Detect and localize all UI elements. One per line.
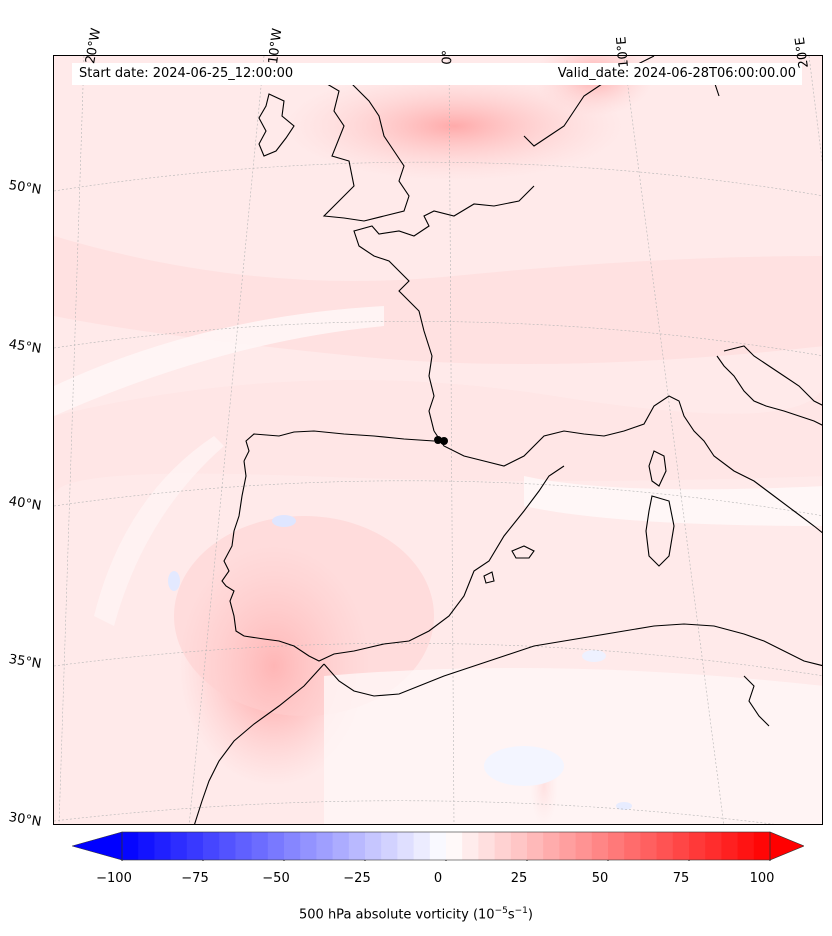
colorbar-tick-label: 0 — [433, 871, 443, 886]
iberia-north-coast — [243, 430, 435, 462]
colorbar-label: 500 hPa absolute vorticity (10−5s−1) — [299, 906, 533, 923]
ireland-coast — [258, 93, 295, 157]
colorbar-segment — [608, 832, 625, 860]
colorbar-segment — [640, 832, 658, 860]
lat-label-40n: 40°N — [7, 494, 43, 514]
info-banner: Start date: 2024-06-25_12:00:00 Valid_da… — [72, 63, 802, 85]
colorbar-segment — [332, 832, 350, 860]
colorbar-segment — [284, 832, 301, 860]
colorbar-segment — [559, 832, 577, 860]
colorbar-segment — [138, 832, 155, 860]
start-date-text: Start date: 2024-06-25_12:00:00 — [79, 66, 294, 81]
colorbar-segment — [154, 832, 172, 860]
colorbar-segment — [543, 832, 560, 860]
colorbar-tick-label: −75 — [181, 871, 209, 886]
colorbar-segment — [753, 832, 771, 860]
colorbar-segment — [170, 832, 188, 860]
iberia-south-coast — [243, 465, 565, 662]
colorbar-segment — [527, 832, 544, 860]
colorbar-segment — [251, 832, 269, 860]
colorbar-tick-label: 75 — [672, 871, 690, 886]
colorbar-segment — [462, 832, 479, 860]
lat-label-30n: 30°N — [7, 810, 43, 830]
colorbar-segment — [624, 832, 641, 860]
colorbar-tick-label: −50 — [262, 871, 290, 886]
colorbar-segment — [235, 832, 253, 860]
colorbar-tick-label: 50 — [591, 871, 609, 886]
balearic-coast — [511, 545, 535, 559]
france-coast — [353, 185, 535, 432]
station-marker — [434, 436, 448, 445]
colorbar-segment — [510, 832, 528, 860]
colorbar-segment — [446, 832, 463, 860]
colorbar-segment — [397, 832, 415, 860]
portugal-coast — [221, 460, 247, 637]
colorbar-segment — [413, 832, 431, 860]
vorticity-max-north — [284, 71, 624, 181]
colorbar-segment — [348, 832, 366, 860]
colorbar-segment — [186, 832, 204, 860]
great-britain-coast — [321, 75, 410, 222]
colorbar-segment — [494, 832, 512, 860]
colorbar-extend-low — [72, 831, 123, 861]
lon-label-10e: 10°E — [614, 35, 632, 69]
graticule — [54, 56, 822, 824]
colorbar-segment — [478, 832, 496, 860]
colorbar-segment — [316, 832, 334, 860]
colorbar-segment — [203, 832, 220, 860]
coastlines — [194, 56, 822, 824]
colorbar-segment — [365, 832, 382, 860]
colorbar-tick-label: 25 — [510, 871, 528, 886]
colorbar-segment — [575, 832, 593, 860]
colorbar-segment — [300, 832, 317, 860]
colorbar-segment — [721, 832, 739, 860]
colorbar-segment — [429, 832, 447, 860]
vorticity-field — [54, 56, 822, 824]
map-panel — [53, 55, 823, 825]
colorbar-segment — [705, 832, 722, 860]
valid-date-text: Valid_date: 2024-06-28T06:00:00.00 — [557, 66, 796, 81]
west-africa-coast — [194, 663, 325, 824]
lat-label-45n: 45°N — [7, 337, 43, 357]
italy-coast — [716, 355, 822, 426]
lon-label-20e: 20°E — [792, 36, 812, 70]
colorbar-tick-label: −100 — [96, 871, 132, 886]
lat-label-35n: 35°N — [7, 652, 43, 672]
colorbar-segment — [219, 832, 236, 860]
colorbar-tick-label: −25 — [343, 871, 371, 886]
colorbar-tick-label: 100 — [749, 871, 775, 886]
colorbar-segment — [689, 832, 706, 860]
colorbar-segment — [267, 832, 285, 860]
negative-vorticity-spot — [272, 515, 296, 527]
corsica-coast — [648, 450, 667, 487]
colorbar-segment — [737, 832, 755, 860]
colorbar-segments — [122, 832, 771, 860]
north-africa-coast — [323, 623, 822, 697]
lon-label-0: 0° — [440, 49, 456, 65]
colorbar — [72, 831, 804, 861]
sardinia-coast — [645, 495, 675, 567]
mediterranean-north-coast — [433, 395, 822, 534]
colorbar-segment — [122, 832, 139, 860]
colorbar-segment — [656, 832, 674, 860]
colorbar-segment — [672, 832, 690, 860]
colorbar-segment — [381, 832, 398, 860]
colorbar-extend-high — [769, 831, 804, 861]
lat-label-50n: 50°N — [7, 178, 43, 198]
colorbar-segment — [591, 832, 609, 860]
